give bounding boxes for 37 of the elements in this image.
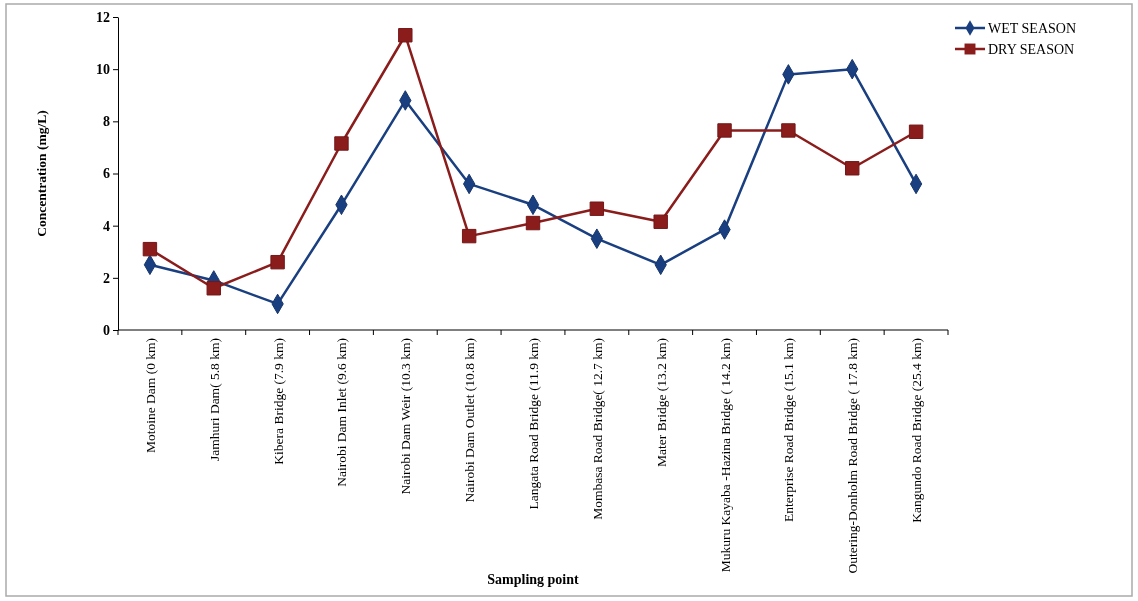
point — [717, 123, 732, 138]
x-tick-label: Mater Bridge (13.2 km) — [653, 338, 669, 467]
x-tick-label: Mombasa Road Bridge( 12.7 km) — [589, 338, 605, 520]
y-tick-label: 12 — [96, 9, 110, 25]
point — [270, 254, 285, 270]
point — [142, 241, 158, 257]
y-tick-label: 0 — [103, 322, 110, 338]
y-tick-label: 8 — [103, 114, 110, 130]
x-tick-label: Mukuru Kayaba -Hazina Bridge ( 14.2 km) — [717, 338, 733, 573]
point — [525, 215, 541, 231]
x-tick-label: Nairobi Dam Inlet (9.6 km) — [334, 338, 350, 487]
y-axis-title: Concentration (mg/L) — [34, 110, 49, 237]
x-axis-title: Sampling point — [487, 572, 580, 587]
point — [334, 136, 349, 151]
point — [206, 281, 221, 296]
point — [398, 28, 413, 43]
legend-label: WET SEASON — [988, 21, 1077, 36]
x-tick-label: Kangundo Road Bridge (25.4 km) — [909, 338, 925, 523]
y-tick-label: 4 — [103, 218, 110, 234]
point — [461, 228, 477, 244]
x-tick-label: Kibera Bridge (7.9 km) — [270, 338, 286, 465]
y-tick-label: 2 — [103, 270, 110, 286]
x-tick-label: Enterprise Road Bridge (15.1 km) — [781, 338, 797, 523]
x-tick-label: Nairobi Dam Outlet (10.8 km) — [462, 338, 478, 503]
x-tick-label: Nairobi Dam Weir (10.3 km) — [398, 338, 414, 495]
x-tick-label: Outering-Donholm Road Bridge ( 17.8 km) — [845, 338, 861, 574]
x-tick-label: Jamhuri Dam( 5.8 km) — [206, 338, 222, 461]
point — [653, 214, 668, 229]
point — [845, 161, 860, 176]
point — [781, 123, 796, 138]
y-tick-label: 6 — [103, 166, 110, 182]
legend-label: DRY SEASON — [988, 42, 1075, 57]
point — [908, 124, 924, 139]
x-tick-label: Motoine Dam (0 km) — [142, 338, 158, 454]
y-tick-label: 10 — [96, 62, 110, 78]
x-tick-label: Langata Road Bridge (11.9 km) — [526, 338, 541, 510]
point — [589, 201, 605, 216]
